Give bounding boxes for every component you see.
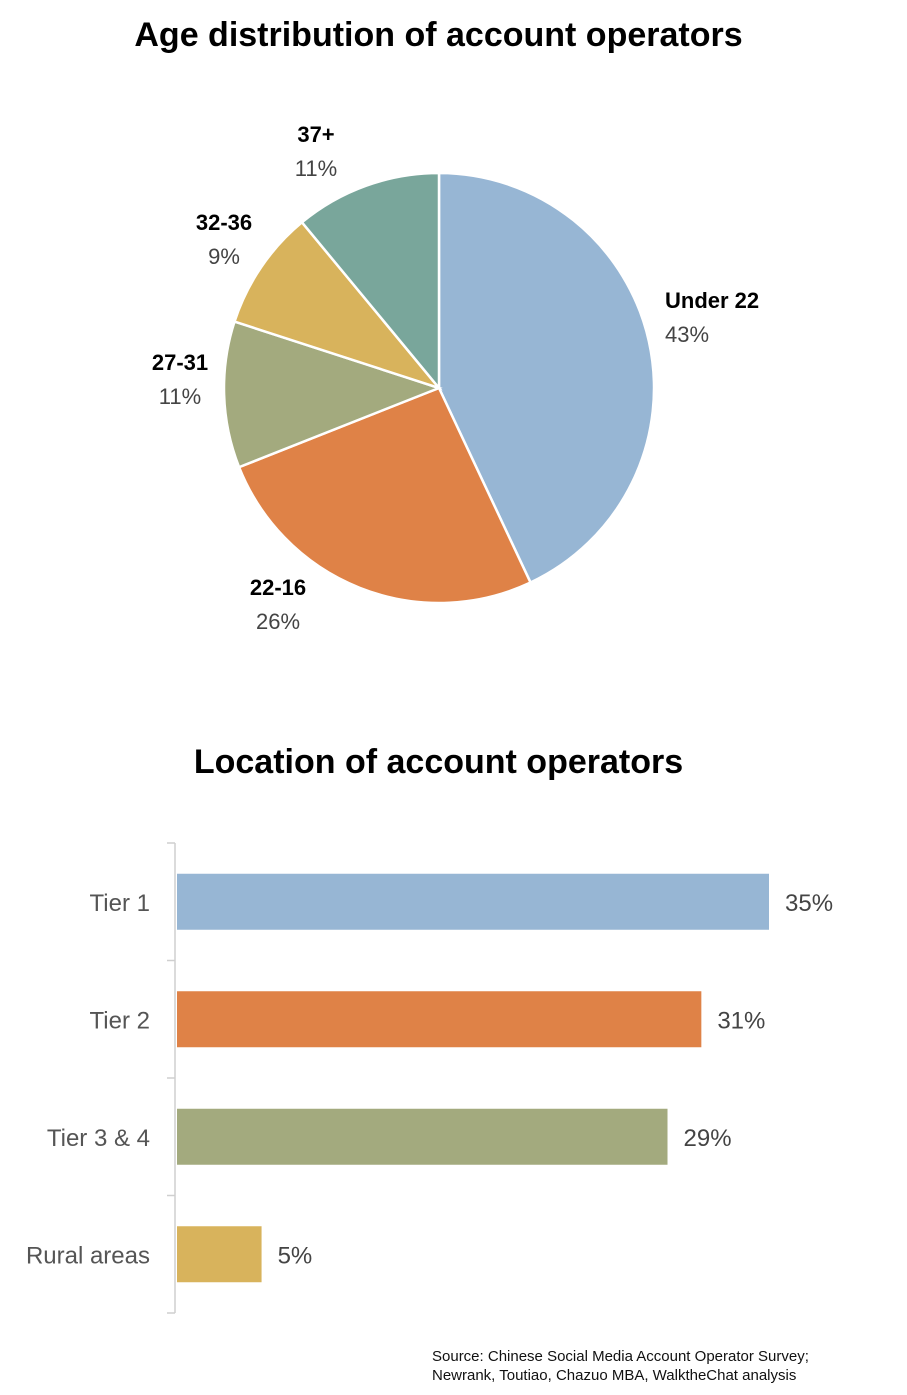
pie-label-4: 32-36: [196, 210, 252, 235]
pie-value-label-3: 11%: [159, 384, 201, 409]
bar-1: [177, 873, 769, 930]
age-pie-chart: Under 22 43% 22-16 26% 27-31 11% 32-36 9% 37+ 11%: [152, 122, 759, 634]
bar-3: [177, 1108, 668, 1165]
pie-label-1: Under 22: [665, 288, 759, 313]
bar-value-label-1: 35%: [785, 890, 833, 917]
bar-4: [177, 1226, 262, 1283]
bar-category-label-4: Rural areas: [26, 1242, 150, 1269]
bar-chart-title: Location of account operators: [193, 743, 684, 781]
pie-label-3: 27-31: [152, 350, 208, 375]
source-line-1: Source: Chinese Social Media Account Ope…: [432, 1348, 809, 1365]
bar-value-label-2: 31%: [717, 1007, 765, 1034]
bar-2: [177, 991, 702, 1048]
source-line-2: Newrank, Toutiao, Chazuo MBA, WalktheCha…: [432, 1367, 797, 1384]
pie-value-label-2: 26%: [256, 609, 300, 634]
pie-slice-4: [232, 220, 443, 391]
pie-slice-3: [222, 319, 443, 469]
pie-slice-5: [300, 171, 441, 392]
bar-category-label-1: Tier 1: [90, 890, 150, 917]
bar-value-label-3: 29%: [684, 1125, 732, 1152]
pie-value-label-4: 9%: [208, 244, 240, 269]
pie-slice-2: [237, 386, 533, 605]
pie-label-5: 37+: [297, 122, 334, 147]
pie-label-2: 22-16: [250, 575, 306, 600]
bar-category-label-3: Tier 3 & 4: [47, 1125, 150, 1152]
pie-chart-title: Age distribution of account operators: [134, 16, 743, 54]
bar-category-label-2: Tier 2: [90, 1007, 150, 1034]
pie-value-label-1: 43%: [665, 322, 709, 347]
pie-slice-1: [437, 171, 656, 585]
source-note: Source: Chinese Social Media Account Ope…: [432, 1347, 809, 1385]
bar-value-label-4: 5%: [278, 1242, 313, 1269]
pie-value-label-5: 11%: [295, 156, 337, 181]
